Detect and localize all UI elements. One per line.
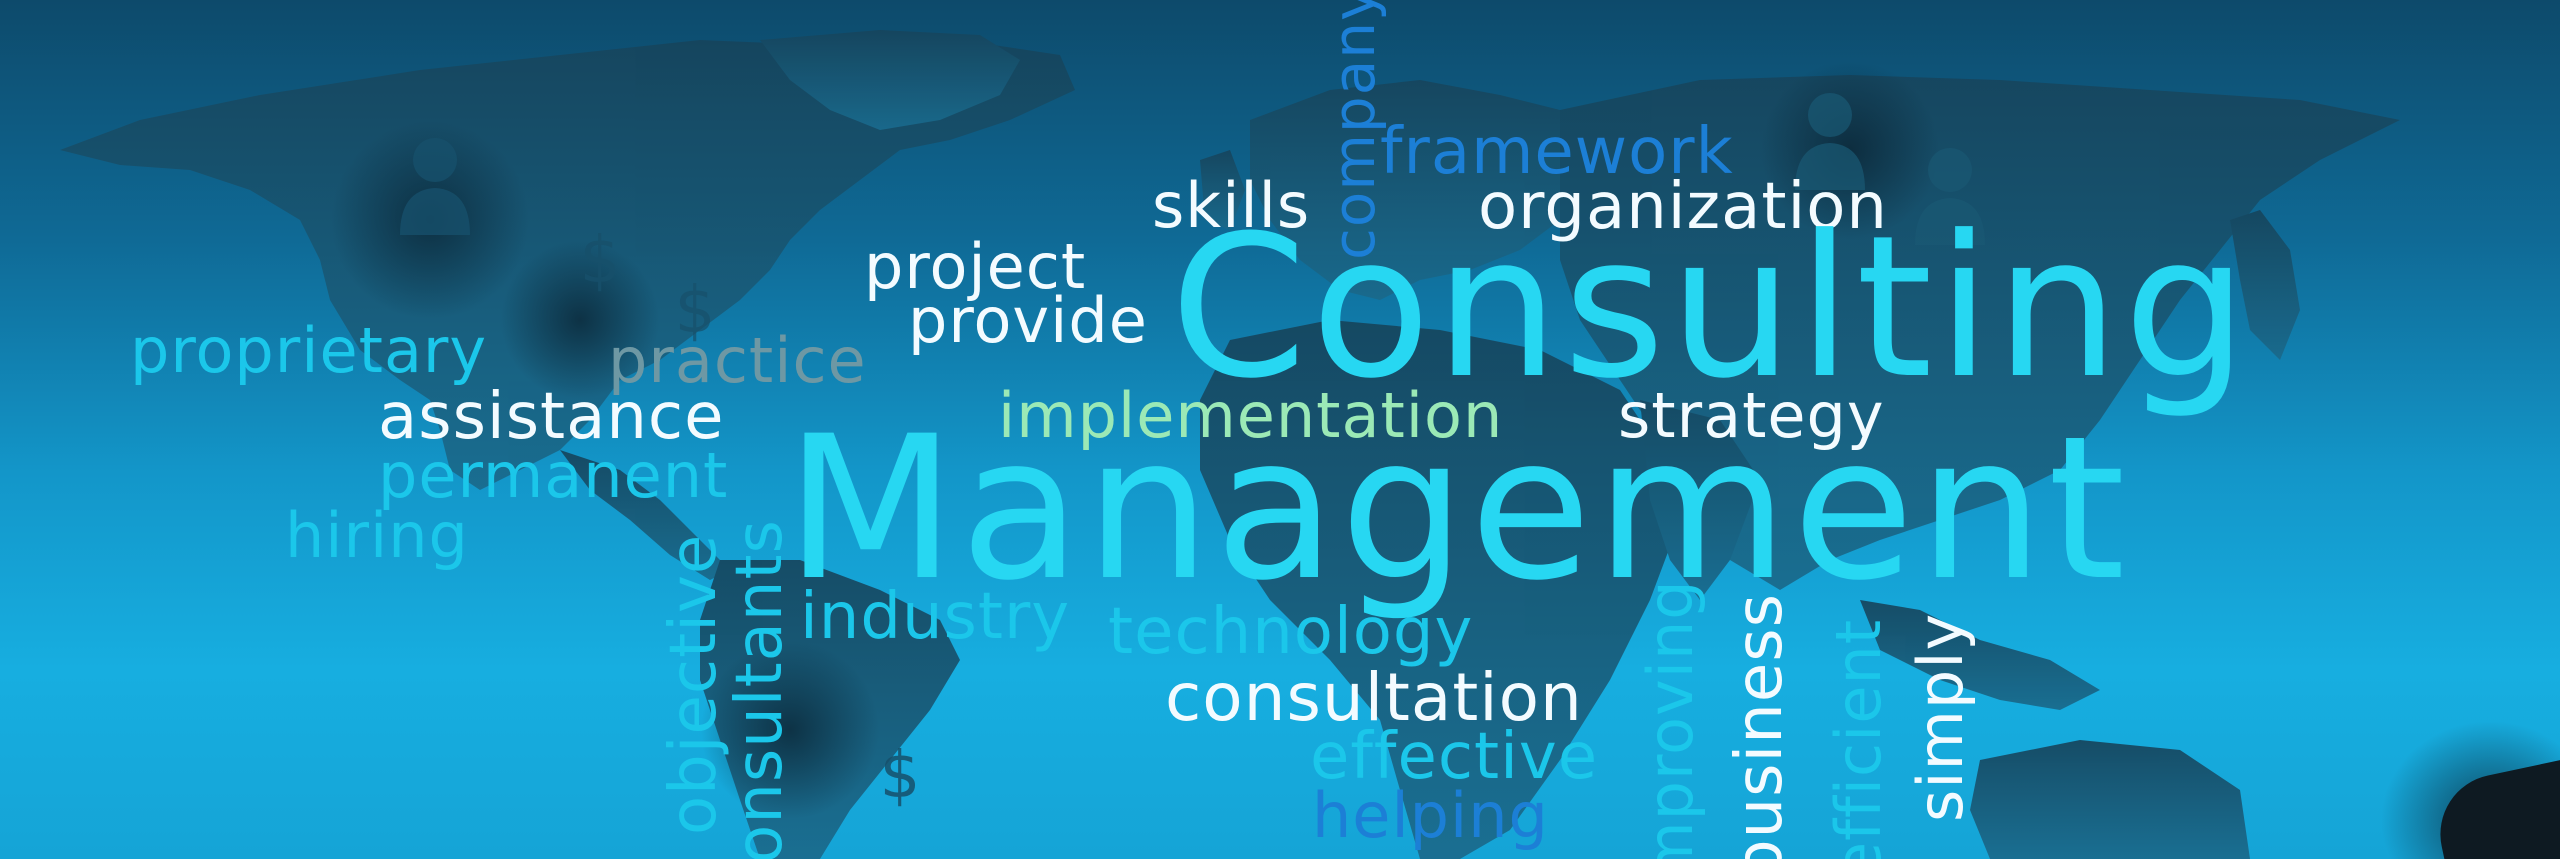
asia-shape xyxy=(1560,75,2400,590)
word-permanent: permanent xyxy=(378,439,729,512)
word-effective: effective xyxy=(1310,720,1599,794)
svg-text:$: $ xyxy=(675,274,716,348)
word-skills: skills xyxy=(1152,169,1311,242)
svg-text:$: $ xyxy=(880,739,921,813)
word-helping: helping xyxy=(1312,779,1549,852)
word-strategy: strategy xyxy=(1618,379,1885,452)
southeast-asia-shape xyxy=(1860,600,2100,710)
word-industry: industry xyxy=(800,580,1071,654)
africa-shape xyxy=(1200,320,1680,859)
word-company: company xyxy=(1320,0,1388,260)
word-consultation: consultation xyxy=(1165,659,1583,736)
word-provide: provide xyxy=(908,284,1148,357)
uk-shape xyxy=(1200,150,1245,230)
word-practice: practice xyxy=(608,324,867,397)
shadow-blob xyxy=(700,640,880,820)
word-business: business xyxy=(1723,593,1797,859)
person-icon xyxy=(400,138,470,235)
word-consulting: Consulting xyxy=(1170,194,2252,422)
japan-shape xyxy=(2230,210,2300,360)
word-technology: technology xyxy=(1108,595,1474,669)
word-assistance: assistance xyxy=(378,380,725,454)
word-simply: simply xyxy=(1904,612,1977,822)
word-framework: framework xyxy=(1380,115,1734,189)
word-organization: organization xyxy=(1478,170,1888,244)
word-improving: improving xyxy=(1634,579,1707,859)
word-proprietary: proprietary xyxy=(130,314,488,387)
europe-shape xyxy=(1250,80,1600,300)
dollar-icon: $ xyxy=(580,224,621,298)
shadow-blob xyxy=(500,240,660,400)
word-efficient: efficient xyxy=(1822,618,1895,859)
person-icon xyxy=(1795,93,1865,190)
dollar-icon: $ xyxy=(880,739,921,813)
word-consultants: consultants xyxy=(723,519,797,859)
word-management: Management xyxy=(785,393,2130,624)
dollar-icon: $ xyxy=(675,274,716,348)
word-objective: objective xyxy=(657,533,731,835)
central-america-shape xyxy=(560,450,730,580)
svg-text:$: $ xyxy=(580,224,621,298)
greenland-shape xyxy=(760,30,1020,130)
person-icon xyxy=(1915,148,1985,245)
word-project: project xyxy=(864,230,1087,303)
australia-shape xyxy=(1970,740,2250,859)
word-hiring: hiring xyxy=(285,499,469,572)
india-shape xyxy=(1640,400,1760,600)
word-implementation: implementation xyxy=(998,379,1504,452)
